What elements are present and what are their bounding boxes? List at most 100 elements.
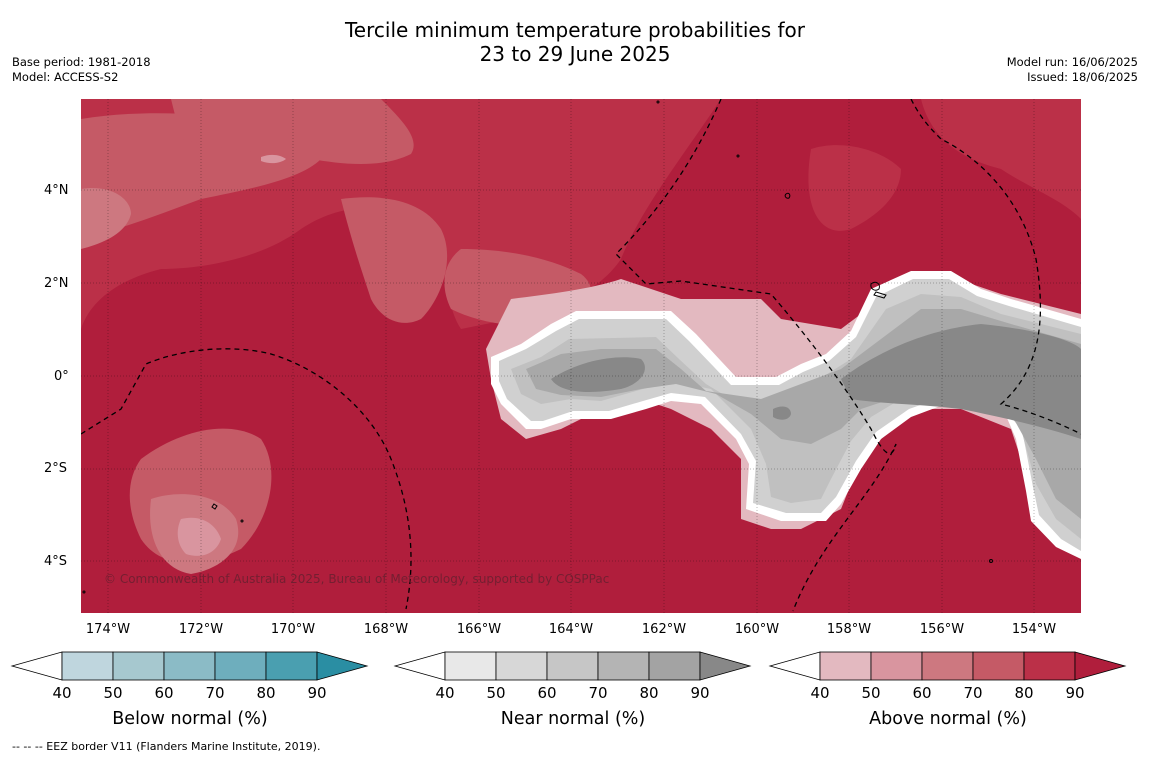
meta-right: Model run: 16/06/2025 Issued: 18/06/2025: [1007, 55, 1138, 85]
colorbar-near-normal-swatches: [444, 651, 752, 681]
lon-label: 168°W: [363, 622, 409, 637]
island-9: [82, 590, 86, 594]
legend-tick: 60: [912, 684, 932, 702]
colorbar-swatch: [61, 651, 114, 681]
colorbar-swatch: [214, 651, 267, 681]
legend-tick: 40: [435, 684, 455, 702]
legend-below-normal-title: Below normal (%): [112, 709, 268, 729]
island-2: [870, 281, 880, 291]
legend-tick: 50: [486, 684, 506, 702]
colorbar-swatch: [546, 651, 599, 681]
eez-border-c: [615, 99, 897, 612]
lon-label: 158°W: [826, 622, 872, 637]
colorbar-above-normal-low-arrow: [768, 651, 821, 681]
region-above-50-sw: [177, 517, 221, 556]
colorbar-swatch: [265, 651, 318, 681]
colorbar-high-arrow: [316, 651, 369, 681]
island-1: [784, 192, 791, 199]
legend-tick: 80: [256, 684, 276, 702]
legend-tick: 70: [588, 684, 608, 702]
eez-borders: [81, 99, 1081, 612]
region-above-80-spot: [808, 145, 901, 231]
map-panel[interactable]: [81, 99, 1081, 613]
lon-label: 154°W: [1011, 622, 1057, 637]
colorbar-swatch: [972, 651, 1025, 681]
lon-label: 164°W: [548, 622, 594, 637]
title-line-2: 23 to 29 June 2025: [479, 42, 671, 66]
legend-tick: 80: [1014, 684, 1034, 702]
lon-label: 170°W: [270, 622, 316, 637]
legend-tick: 50: [861, 684, 881, 702]
colorbar-swatch: [112, 651, 165, 681]
lat-label: 4°N: [44, 183, 69, 198]
colorbar-above-normal-swatches: [819, 651, 1127, 681]
legend-above-normal-title: Above normal (%): [869, 709, 1027, 729]
eez-border-sw: [81, 348, 412, 610]
colorbar-above-normal: [768, 651, 1127, 681]
colorbar-below-normal-swatches: [61, 651, 369, 681]
copyright-notice: © Commonwealth of Australia 2025, Bureau…: [104, 572, 610, 586]
island-5: [656, 100, 660, 104]
island-3: [873, 291, 887, 299]
region-above-80-ne: [721, 99, 1081, 219]
colorbar-swatch: [1023, 651, 1076, 681]
legend-tick: 90: [1065, 684, 1085, 702]
colorbar-high-arrow: [1074, 651, 1127, 681]
island-4: [211, 503, 218, 510]
lon-label: 174°W: [85, 622, 131, 637]
colorbar-swatch: [444, 651, 497, 681]
legend-tick: 90: [690, 684, 710, 702]
probability-map[interactable]: [81, 99, 1081, 613]
colorbar-swatch: [495, 651, 548, 681]
base-period: Base period: 1981-2018: [12, 55, 151, 69]
legend-tick: 40: [52, 684, 72, 702]
lon-label: 162°W: [641, 622, 687, 637]
lat-label: 4°S: [44, 554, 68, 569]
eez-border-e: [910, 99, 1081, 435]
legend-tick: 70: [963, 684, 983, 702]
colorbar-swatch: [597, 651, 650, 681]
meta-left: Base period: 1981-2018 Model: ACCESS-S2: [12, 55, 151, 85]
legend-tick: 40: [810, 684, 830, 702]
model-run: Model run: 16/06/2025: [1006, 55, 1138, 69]
colorbar-near-normal: [393, 651, 752, 681]
colorbar-below-normal: [10, 651, 369, 681]
lon-label: 172°W: [178, 622, 224, 637]
legend-tick: 90: [307, 684, 327, 702]
legend-near-normal-title: Near normal (%): [500, 709, 646, 729]
lon-label: 160°W: [734, 622, 780, 637]
colorbar-swatch: [921, 651, 974, 681]
lon-label: 156°W: [919, 622, 965, 637]
island-8: [240, 519, 244, 523]
colorbar-swatch: [819, 651, 872, 681]
colorbar-high-arrow: [699, 651, 752, 681]
region-near-80-spot: [773, 406, 791, 420]
lat-label: 0°: [54, 369, 69, 384]
lat-label: 2°S: [44, 461, 68, 476]
region-near-80-west: [551, 357, 645, 392]
island-6: [736, 154, 740, 158]
eez-footnote: -- -- -- EEZ border V11 (Flanders Marine…: [12, 740, 321, 753]
region-above-50-n: [261, 154, 286, 164]
legend-tick: 80: [639, 684, 659, 702]
colorbar-near-normal-low-arrow: [393, 651, 446, 681]
legend-tick: 60: [154, 684, 174, 702]
region-above-70-c: [341, 197, 448, 323]
chart-title: Tercile minimum temperature probabilitie…: [0, 18, 1150, 66]
legend-tick: 50: [103, 684, 123, 702]
lat-label: 2°N: [44, 276, 69, 291]
lon-label: 166°W: [456, 622, 502, 637]
colorbar-swatch: [870, 651, 923, 681]
colorbar-swatch: [163, 651, 216, 681]
region-above-70-n: [171, 99, 414, 164]
islands: [82, 100, 993, 594]
legend-tick: 60: [537, 684, 557, 702]
issued-date: Issued: 18/06/2025: [1027, 70, 1138, 84]
colorbar-swatch: [648, 651, 701, 681]
title-line-1: Tercile minimum temperature probabilitie…: [344, 18, 806, 42]
island-7: [989, 559, 993, 563]
legend-tick: 70: [205, 684, 225, 702]
region-above-60-nw: [81, 188, 131, 249]
model-name: Model: ACCESS-S2: [12, 70, 119, 84]
colorbar-below-normal-low-arrow: [10, 651, 63, 681]
